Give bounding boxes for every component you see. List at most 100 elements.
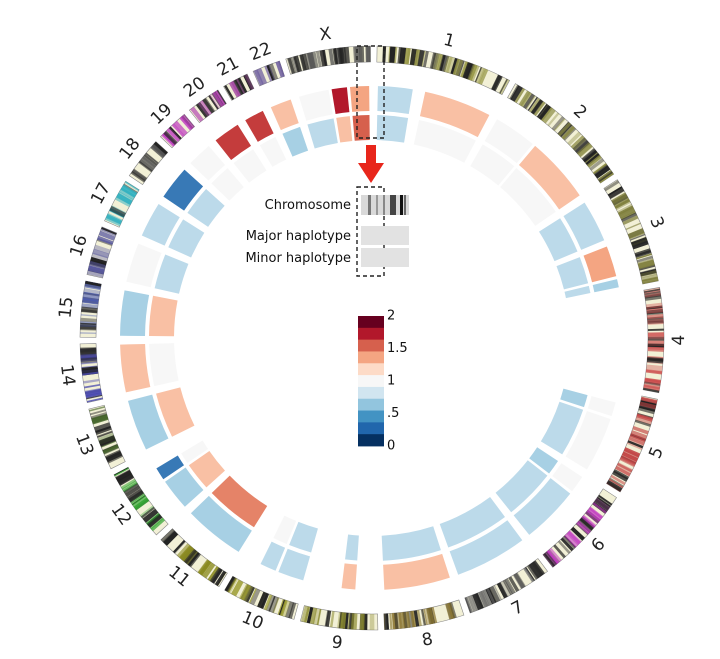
ideogram-chr-6 bbox=[542, 488, 617, 568]
segment-minor bbox=[352, 115, 370, 141]
colorbar-tick-label: 1 bbox=[387, 374, 395, 389]
segment-major bbox=[349, 86, 370, 112]
ideogram-chr-21 bbox=[223, 73, 255, 101]
ideogram-chr-11 bbox=[160, 528, 228, 588]
ideogram-chr-19 bbox=[159, 113, 195, 149]
chromosome-label: 14 bbox=[56, 363, 78, 387]
segment-major bbox=[552, 463, 583, 492]
colorbar-swatch bbox=[358, 422, 384, 435]
colorbar-tick-label: 1.5 bbox=[387, 341, 408, 356]
ideogram-chr-8 bbox=[383, 599, 465, 631]
segment-major bbox=[592, 279, 619, 293]
ideogram-ring bbox=[79, 45, 665, 631]
segment-major bbox=[270, 99, 299, 131]
chromosome-label: 3 bbox=[645, 214, 668, 232]
segment-minor bbox=[233, 149, 267, 183]
segment-minor bbox=[181, 440, 209, 463]
segment-major bbox=[377, 86, 413, 114]
segment-minor bbox=[273, 515, 297, 545]
chromosome-label: 12 bbox=[107, 500, 136, 529]
segment-major bbox=[341, 563, 357, 590]
segment-minor bbox=[564, 285, 591, 299]
ideogram-chr-20 bbox=[188, 89, 227, 124]
chromosome-label: 2 bbox=[569, 101, 591, 123]
chromosome-label: 13 bbox=[71, 431, 97, 458]
segment-major bbox=[260, 541, 286, 571]
segment-minor bbox=[211, 475, 268, 528]
segment-minor bbox=[211, 168, 244, 201]
segment-minor bbox=[539, 218, 578, 262]
segment-minor bbox=[345, 534, 359, 561]
ideogram-chr-1 bbox=[376, 45, 510, 95]
segment-major bbox=[163, 169, 204, 211]
segment-minor bbox=[149, 343, 179, 387]
chromosome-label: X bbox=[318, 24, 333, 46]
segment-minor bbox=[529, 447, 559, 474]
segment-major bbox=[331, 87, 350, 114]
segment-major bbox=[513, 478, 571, 535]
ideogram-chr-9 bbox=[300, 605, 379, 631]
segment-minor bbox=[282, 126, 309, 157]
ideogram-chr-12 bbox=[113, 466, 169, 536]
segment-minor bbox=[154, 254, 189, 294]
chromosome-label: 20 bbox=[180, 73, 209, 102]
ideogram-chr-15 bbox=[79, 280, 102, 338]
segment-minor bbox=[156, 387, 195, 437]
chromosome-label: 7 bbox=[508, 597, 527, 620]
legend-chromosome-label: Chromosome bbox=[265, 198, 351, 213]
chromosome-label: 4 bbox=[669, 335, 689, 346]
ideogram-chr-5 bbox=[606, 395, 658, 493]
segment-minor bbox=[307, 118, 338, 149]
segment-major bbox=[126, 243, 162, 288]
segment-major bbox=[518, 145, 580, 210]
colorbar-swatch bbox=[358, 316, 384, 329]
colorbar-swatch bbox=[358, 363, 384, 376]
chromosome-label: 5 bbox=[645, 444, 668, 462]
segment-minor bbox=[336, 116, 353, 143]
segment-minor bbox=[168, 219, 205, 258]
colorbar-swatch bbox=[358, 434, 384, 447]
segment-major bbox=[156, 455, 184, 480]
chromosome-label: 16 bbox=[66, 233, 92, 260]
colorbar-swatch bbox=[358, 339, 384, 352]
segment-major bbox=[563, 202, 605, 250]
ideogram-chr-4 bbox=[642, 287, 665, 394]
colorbar-swatch bbox=[358, 410, 384, 423]
ideogram-chr-10 bbox=[224, 575, 299, 620]
segment-major bbox=[383, 553, 450, 590]
colorbar-swatch bbox=[358, 398, 384, 411]
callout-arrow bbox=[358, 145, 384, 183]
legend-chromosome-band bbox=[361, 195, 409, 215]
segment-minor bbox=[556, 257, 589, 290]
segment-minor bbox=[149, 295, 178, 337]
segment-major bbox=[299, 89, 333, 121]
segment-minor bbox=[187, 189, 225, 227]
segment-major bbox=[245, 110, 274, 142]
chromosome-label: 10 bbox=[239, 607, 267, 634]
legend-minor-swatch bbox=[361, 248, 409, 267]
segment-minor bbox=[470, 144, 515, 186]
legend-minor-label: Minor haplotype bbox=[245, 251, 351, 266]
segment-minor bbox=[560, 388, 588, 408]
colorbar-tick-label: .5 bbox=[387, 406, 399, 421]
segment-minor bbox=[540, 401, 584, 455]
haplotype-tracks bbox=[120, 86, 619, 590]
ideogram-chr-x bbox=[285, 45, 371, 75]
segment-major bbox=[127, 394, 169, 450]
segment-major bbox=[583, 246, 617, 283]
ideogram-chr-7 bbox=[464, 558, 548, 614]
colorbar-swatch bbox=[358, 386, 384, 400]
ideogram-chr-14 bbox=[79, 343, 104, 404]
segment-major bbox=[190, 495, 252, 552]
segment-major bbox=[120, 343, 151, 393]
segment-major bbox=[278, 548, 311, 581]
colorbar-swatch bbox=[358, 375, 384, 388]
segment-major bbox=[449, 520, 523, 575]
chromosome-label: 1 bbox=[441, 30, 457, 52]
segment-minor bbox=[289, 521, 318, 553]
segment-minor bbox=[439, 496, 505, 548]
highlight-box-top bbox=[356, 45, 385, 139]
colorbar-swatch bbox=[358, 327, 384, 341]
chromosome-label: 11 bbox=[164, 562, 193, 591]
